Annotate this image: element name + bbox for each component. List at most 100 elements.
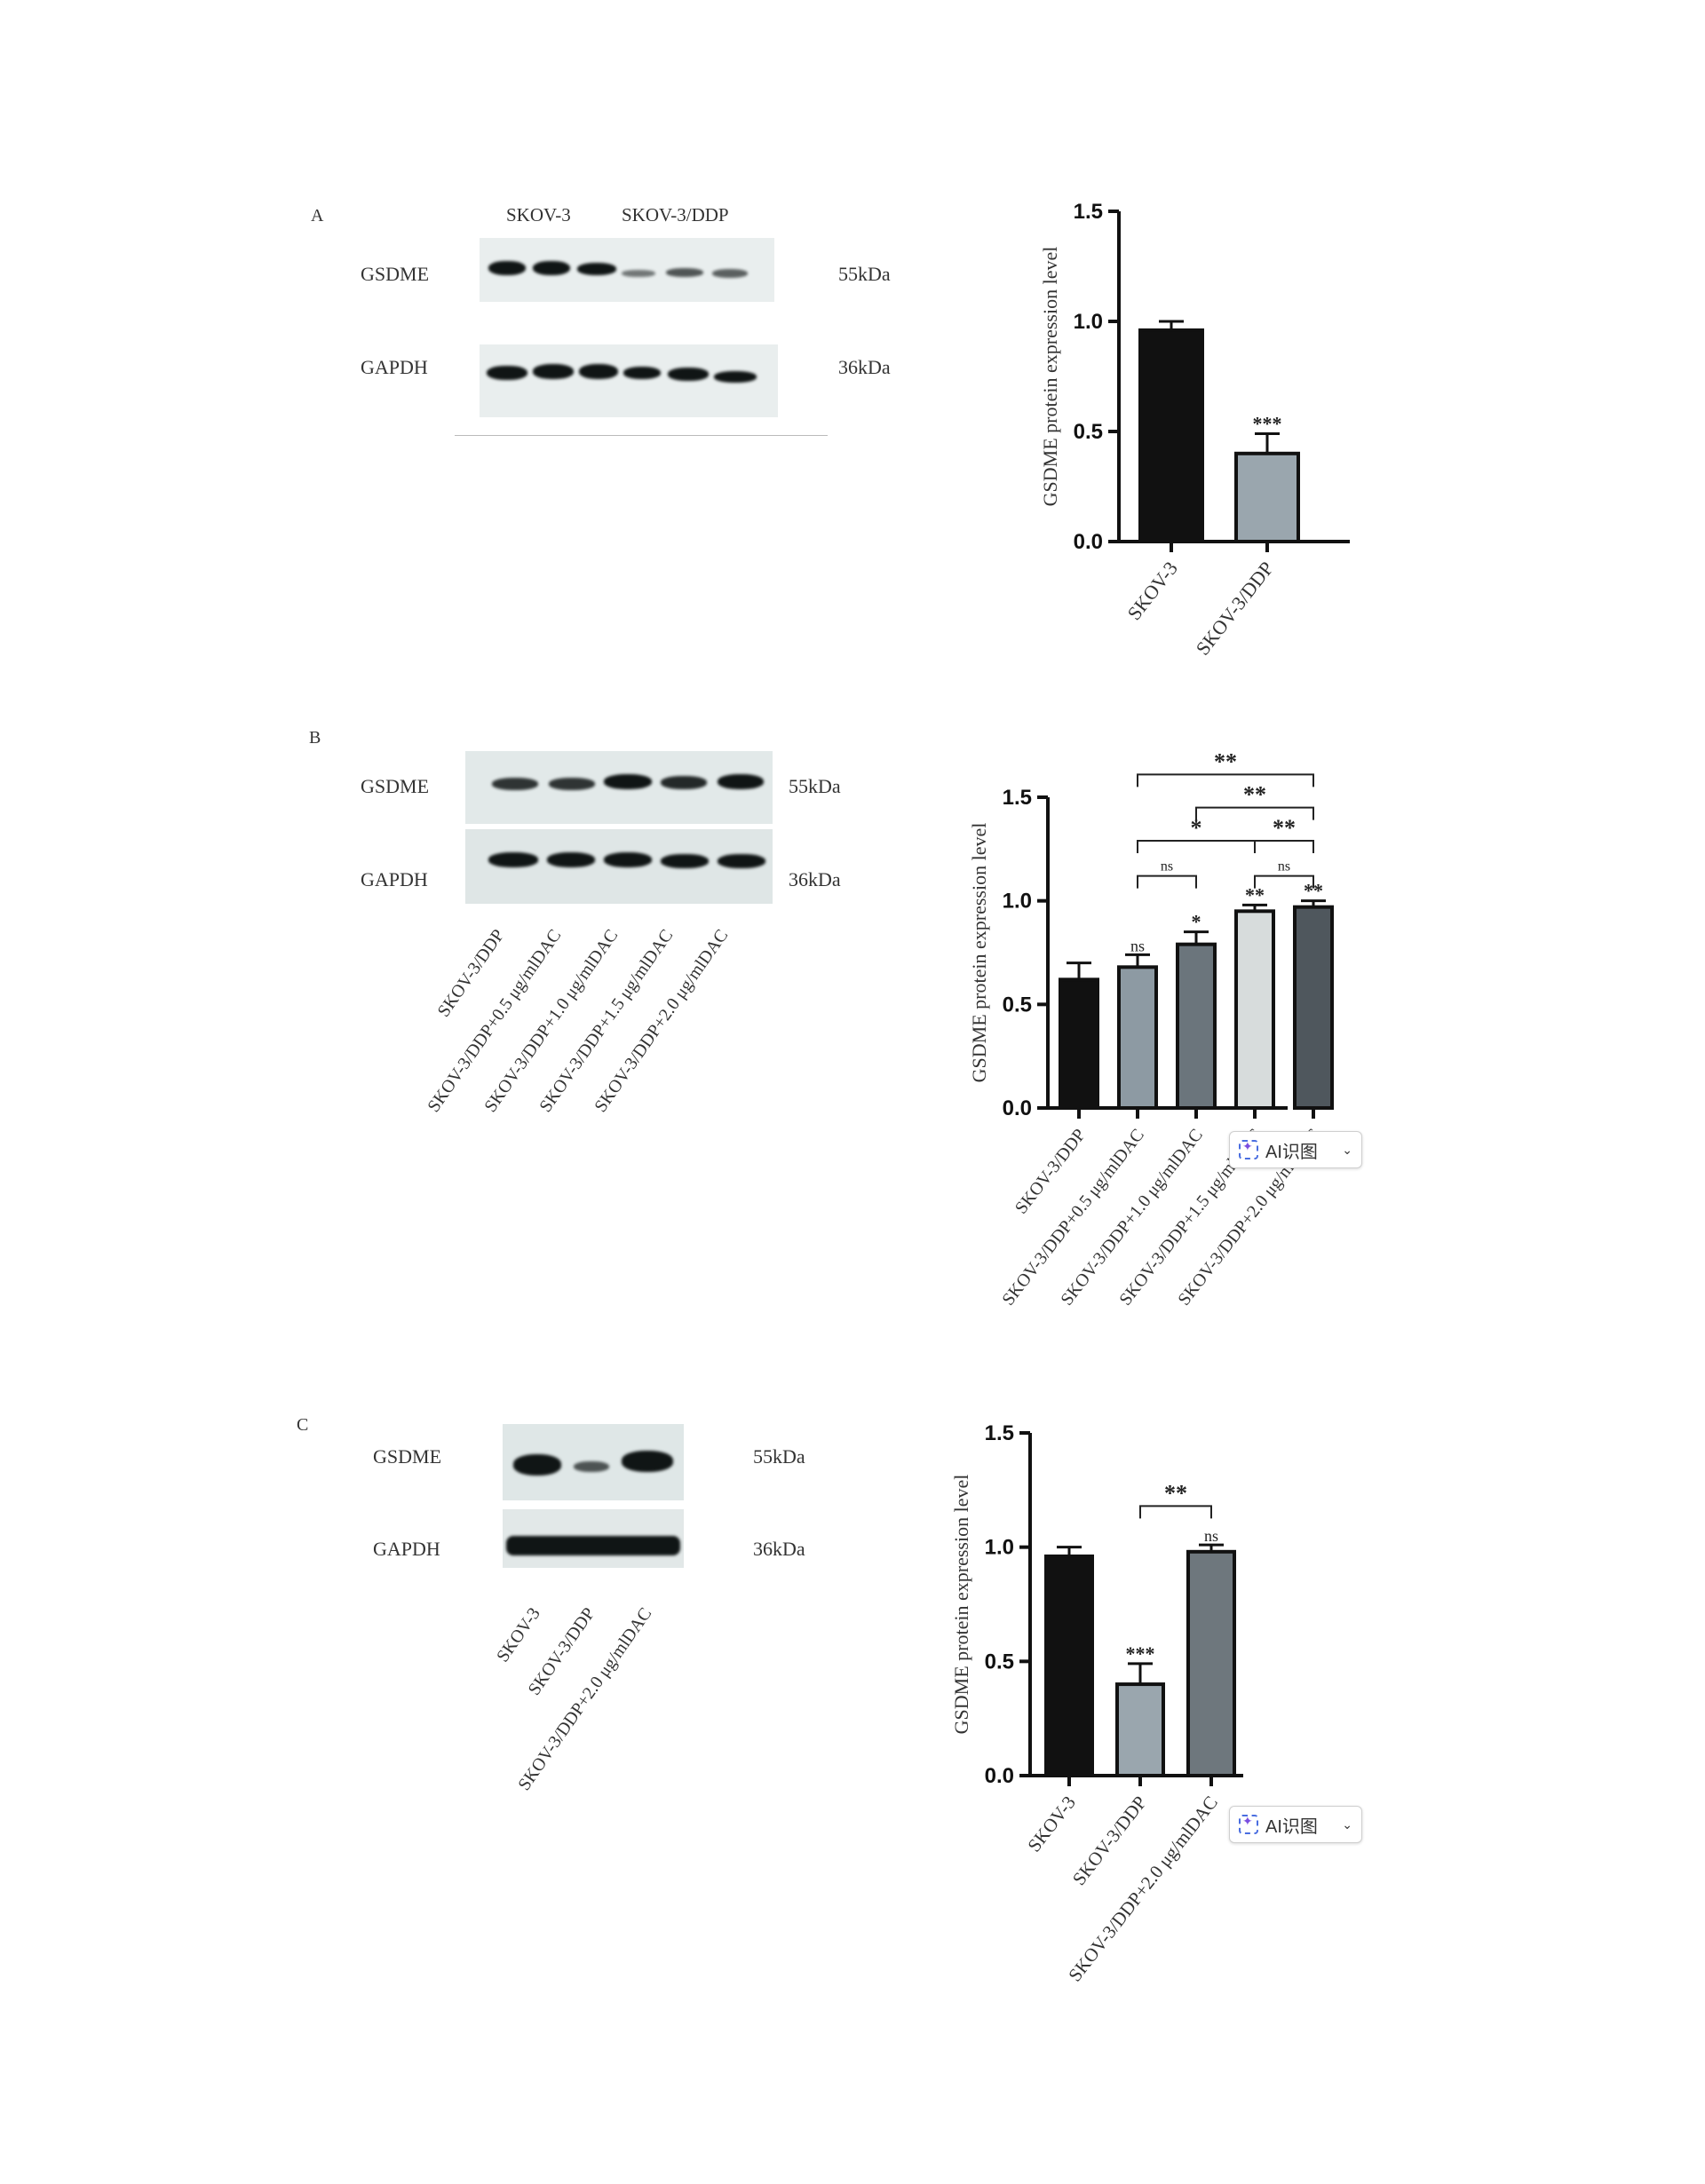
band	[513, 1454, 561, 1476]
significance-label: ***	[1126, 1642, 1155, 1665]
significance-bracket	[1254, 840, 1314, 853]
ai-badge-label: AI识图	[1265, 1142, 1318, 1162]
group-label-skov3: SKOV-3	[506, 204, 571, 226]
y-axis-label: GSDME protein expression level	[968, 823, 990, 1083]
kda-label-55: 55kDa	[789, 775, 841, 797]
bracket-label: ns	[1161, 859, 1173, 874]
bracket-label: **	[1214, 748, 1237, 774]
y-tick-label: 1.5	[1003, 786, 1032, 810]
band	[718, 774, 764, 789]
kda-label-36: 36kDa	[789, 868, 841, 890]
chevron-down-icon: ⌄	[1342, 1816, 1352, 1832]
bar	[1044, 1554, 1094, 1777]
western-blot-gsdme-c	[503, 1424, 684, 1500]
significance-bracket	[1137, 874, 1197, 889]
ai-scan-icon	[1239, 1139, 1258, 1159]
significance-bracket	[1195, 806, 1314, 820]
band	[661, 776, 707, 789]
band	[668, 368, 709, 381]
bar	[1115, 1682, 1165, 1778]
y-tick-label: 1.5	[1074, 200, 1103, 224]
bar	[1234, 909, 1275, 1110]
panel-letter-a: A	[311, 206, 324, 226]
blot-label-gapdh: GAPDH	[361, 356, 428, 378]
western-blot-gsdme-a	[480, 238, 774, 302]
bracket-label: *	[1191, 815, 1202, 841]
kda-label-36: 36kDa	[838, 356, 891, 378]
significance-label: ns	[1130, 937, 1145, 954]
band	[666, 268, 703, 277]
bar	[1059, 977, 1099, 1111]
y-tick-label: 0.0	[1003, 1096, 1032, 1120]
ai-image-recognition-button[interactable]: AI识图 ⌄	[1229, 1131, 1362, 1168]
bar-chart-panel-b: 0.0 0.5 1.0 1.5 GSDME protein expression lev…	[968, 748, 1334, 1310]
bar	[1234, 451, 1300, 543]
band	[547, 852, 595, 867]
kda-label-55: 55kDa	[838, 263, 891, 285]
western-blot-gapdh-c	[503, 1509, 684, 1568]
bar	[1117, 965, 1158, 1111]
band	[718, 854, 765, 868]
band	[488, 261, 526, 275]
blot-label-gsdme: GSDME	[361, 263, 430, 285]
kda-label-55: 55kDa	[753, 1445, 805, 1468]
significance-bracket	[1137, 773, 1314, 787]
bar	[1138, 328, 1204, 543]
y-tick-label: 0.5	[985, 1650, 1014, 1674]
y-tick-label: 1.0	[985, 1536, 1014, 1560]
significance-bracket	[1139, 1505, 1212, 1519]
x-category-label: SKOV-3	[1023, 1792, 1080, 1856]
x-category-label: SKOV-3/DDP	[1191, 558, 1277, 660]
band	[579, 364, 618, 379]
blot-label-gsdme: GSDME	[373, 1445, 442, 1468]
bar	[1186, 1549, 1236, 1777]
band	[712, 269, 748, 278]
bracket-label: **	[1273, 815, 1296, 841]
divider-line	[455, 435, 828, 436]
lane-label: SKOV-3	[492, 1603, 544, 1666]
y-axis-label: GSDME protein expression level	[950, 1475, 972, 1735]
band	[622, 270, 655, 277]
ai-image-recognition-button[interactable]: AI识图 ⌄	[1229, 1806, 1362, 1843]
y-axis-label: GSDME protein expression level	[1039, 247, 1061, 507]
band	[577, 263, 616, 275]
band	[533, 261, 570, 275]
bar	[1293, 905, 1334, 1110]
bracket-label: **	[1243, 782, 1266, 808]
band	[533, 364, 574, 379]
significance-bracket	[1137, 840, 1256, 853]
significance-label: **	[1304, 880, 1323, 902]
western-blot-gsdme-b	[465, 751, 773, 824]
significance-label: *	[1192, 911, 1201, 933]
y-tick-label: 0.5	[1003, 993, 1032, 1017]
x-category-label: SKOV-3/DDP+2.0 μg/mlDAC	[1064, 1792, 1222, 1985]
band	[488, 852, 538, 867]
band	[604, 774, 652, 789]
band	[487, 366, 527, 380]
y-tick-label: 1.0	[1003, 890, 1032, 914]
y-tick-label: 1.5	[985, 1421, 1014, 1445]
y-tick-label: 0.5	[1074, 420, 1103, 444]
panel-letter-b: B	[309, 728, 321, 748]
y-tick-label: 1.0	[1074, 310, 1103, 334]
y-tick-label: 0.0	[1074, 530, 1103, 554]
band	[506, 1536, 680, 1555]
blot-label-gsdme: GSDME	[361, 775, 430, 797]
ai-badge-label: AI识图	[1265, 1816, 1318, 1837]
band	[574, 1461, 609, 1472]
kda-label-36: 36kDa	[753, 1538, 805, 1560]
significance-label: **	[1245, 883, 1265, 906]
bar	[1176, 942, 1217, 1110]
x-category-label: SKOV-3	[1122, 558, 1182, 624]
group-label-skov3-ddp: SKOV-3/DDP	[622, 204, 729, 226]
y-tick-label: 0.0	[985, 1764, 1014, 1788]
blot-label-gapdh: GAPDH	[361, 868, 428, 890]
band	[714, 371, 757, 383]
bracket-label: ns	[1278, 859, 1290, 874]
significance-label: ***	[1253, 412, 1282, 434]
bar-chart-panel-c: 0.0 0.5 1.0 1.5 GSDME protein expression lev…	[950, 1421, 1243, 1985]
band	[604, 852, 652, 867]
band	[549, 778, 595, 790]
significance-label: ns	[1204, 1527, 1218, 1545]
western-blot-gapdh-a	[480, 344, 778, 417]
